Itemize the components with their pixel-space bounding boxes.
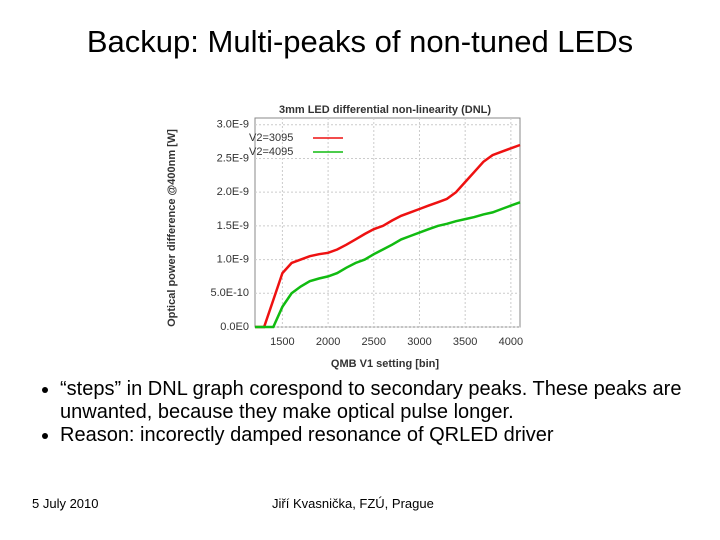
bullet: Reason: incorectly damped resonance of Q… (60, 424, 720, 447)
bullet-list: “steps” in DNL graph corespond to second… (30, 378, 720, 447)
y-tick-label: 0.0E0 (220, 321, 249, 333)
legend-label: V2=4095 (249, 146, 293, 158)
y-tick-label: 3.0E-9 (217, 119, 249, 131)
slide-title: Backup: Multi-peaks of non-tuned LEDs (86, 24, 634, 59)
x-axis-label: QMB V1 setting [bin] (331, 358, 440, 370)
y-tick-label: 1.5E-9 (217, 220, 249, 232)
chart-title: 3mm LED differential non-linearity (DNL) (279, 104, 491, 116)
x-tick-label: 3000 (407, 336, 431, 348)
footer-author: Jiří Kvasnička, FZÚ, Prague (272, 496, 434, 511)
x-tick-label: 1500 (270, 336, 294, 348)
x-tick-label: 2500 (362, 336, 386, 348)
y-tick-label: 5.0E-10 (210, 287, 249, 299)
x-tick-label: 4000 (499, 336, 523, 348)
y-tick-label: 2.5E-9 (217, 152, 249, 164)
y-tick-label: 1.0E-9 (217, 253, 249, 265)
x-tick-label: 3500 (453, 336, 477, 348)
line-series (255, 201, 521, 329)
bullet: “steps” in DNL graph corespond to second… (60, 378, 720, 424)
x-tick-label: 2000 (316, 336, 340, 348)
y-tick-label: 2.0E-9 (217, 186, 249, 198)
legend-label: V2=3095 (249, 132, 293, 144)
footer-date: 5 July 2010 (32, 496, 99, 511)
y-axis-label: Optical power difference @400nm [W] (166, 129, 178, 327)
line-series (255, 143, 521, 329)
